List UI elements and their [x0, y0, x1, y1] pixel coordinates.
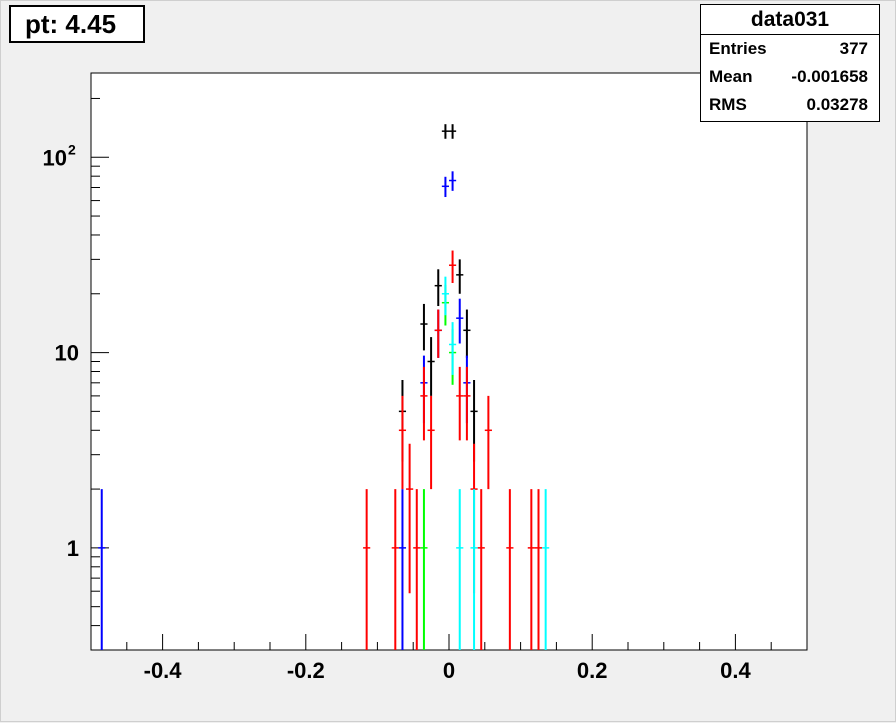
data-point [98, 489, 106, 650]
data-point [427, 337, 435, 396]
data-point [456, 489, 464, 650]
stats-value: -0.001658 [791, 67, 868, 86]
data-point [534, 489, 543, 650]
data-point [449, 250, 457, 283]
y-tick-label: 10 [43, 145, 67, 170]
data-point [456, 298, 464, 344]
stats-label: Mean [709, 67, 753, 86]
stats-row-mean: Mean -0.001658 [701, 63, 879, 91]
y-tick-label: 1 [67, 536, 79, 561]
data-point [398, 395, 407, 490]
stats-label: Entries [709, 39, 767, 58]
data-point [527, 489, 535, 650]
data-point [413, 489, 421, 650]
x-tick-label: -0.4 [144, 658, 183, 683]
data-point [398, 489, 407, 650]
data-point [542, 489, 550, 650]
data-point [434, 309, 442, 358]
plot-frame [90, 72, 808, 651]
data-point [434, 269, 442, 307]
data-point [420, 303, 428, 351]
x-tick-label: 0.4 [720, 658, 751, 683]
y-tick-exponent: 2 [68, 141, 76, 157]
data-point [391, 489, 399, 650]
y-tick-label: 10 [55, 341, 79, 366]
data-point [449, 171, 457, 191]
data-point [420, 489, 428, 650]
data-point [506, 489, 514, 650]
stats-row-entries: Entries 377 [701, 35, 879, 63]
data-point [484, 395, 492, 490]
data-point [441, 176, 449, 198]
data-point [470, 489, 478, 650]
x-tick-label: -0.2 [287, 658, 325, 683]
x-tick-label: 0.2 [577, 658, 608, 683]
stats-value: 0.03278 [806, 95, 868, 114]
data-point [427, 395, 435, 490]
data-point [449, 322, 457, 375]
data-point [420, 366, 428, 441]
data-point [463, 366, 471, 441]
stats-value: 377 [839, 39, 868, 58]
x-tick-label: 0 [443, 658, 455, 683]
data-point [449, 124, 457, 139]
data-point [441, 276, 449, 316]
title-text: pt: 4.45 [25, 9, 117, 39]
data-point [456, 259, 464, 294]
data-point [477, 489, 485, 650]
title-box: pt: 4.45 [9, 5, 145, 43]
data-point [441, 124, 449, 139]
stats-title: data031 [701, 5, 879, 35]
stats-row-rms: RMS 0.03278 [701, 91, 879, 119]
data-point [463, 309, 471, 358]
data-point [456, 366, 464, 441]
data-points [98, 124, 550, 650]
stats-box: data031 Entries 377 Mean -0.001658 RMS 0… [700, 4, 880, 122]
stats-label: RMS [709, 95, 747, 114]
data-point [406, 443, 414, 594]
data-point [363, 489, 371, 650]
